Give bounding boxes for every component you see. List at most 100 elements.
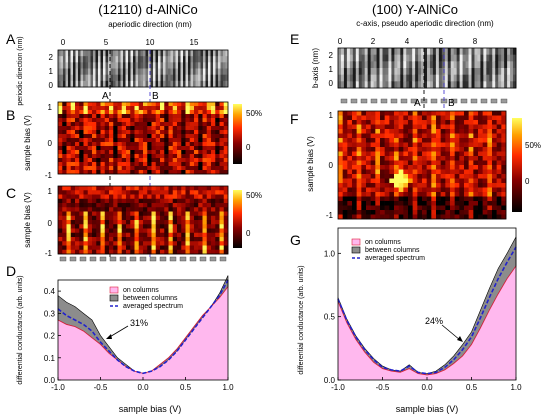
map-pixel bbox=[384, 205, 390, 211]
map-pixel bbox=[403, 165, 409, 170]
stm-pixel bbox=[429, 68, 434, 76]
map-pixel bbox=[104, 186, 110, 191]
stm-pixel bbox=[432, 48, 437, 56]
stm-pixel bbox=[412, 81, 416, 89]
map-pixel bbox=[66, 186, 72, 191]
map-pixel bbox=[104, 122, 110, 127]
stm-pixel bbox=[110, 50, 114, 57]
stm-pixel bbox=[343, 68, 348, 76]
map-pixel bbox=[198, 118, 203, 123]
map-pixel bbox=[100, 228, 106, 234]
map-pixel bbox=[172, 134, 178, 139]
map-pixel bbox=[206, 220, 212, 225]
map-pixel bbox=[83, 220, 89, 225]
stm-pixel bbox=[138, 74, 141, 82]
map-pixel bbox=[164, 154, 169, 159]
map-pixel bbox=[198, 126, 203, 131]
map-pixel bbox=[181, 134, 186, 139]
map-pixel bbox=[117, 224, 123, 229]
map-pixel bbox=[147, 170, 152, 175]
map-pixel bbox=[487, 151, 493, 157]
stm-pixel bbox=[123, 74, 126, 82]
map-pixel bbox=[459, 205, 465, 211]
map-pixel bbox=[79, 170, 84, 175]
map-pixel bbox=[87, 211, 93, 217]
map-pixel bbox=[445, 187, 451, 193]
map-pixel bbox=[126, 198, 131, 204]
map-pixel bbox=[426, 174, 432, 179]
map-pixel bbox=[134, 102, 140, 107]
map-pixel bbox=[189, 102, 195, 107]
map-pixel bbox=[83, 118, 89, 123]
stm-pixel bbox=[123, 50, 126, 57]
stm-pixel bbox=[183, 50, 186, 57]
stm-pixel bbox=[73, 68, 76, 76]
map-pixel bbox=[356, 111, 362, 116]
map-pixel bbox=[134, 166, 140, 171]
stm-pixel bbox=[346, 48, 351, 56]
stm-pixel bbox=[477, 81, 481, 89]
map-pixel bbox=[189, 198, 195, 204]
map-pixel bbox=[134, 186, 140, 191]
map-pixel bbox=[206, 170, 212, 175]
map-pixel bbox=[113, 154, 118, 159]
map-pixel bbox=[440, 196, 446, 202]
map-pixel bbox=[194, 126, 199, 131]
map-pixel bbox=[160, 207, 165, 212]
map-pixel bbox=[121, 211, 127, 217]
map-pixel bbox=[375, 124, 381, 130]
stm-pixel bbox=[483, 48, 487, 56]
map-pixel bbox=[83, 215, 89, 221]
map-pixel bbox=[172, 102, 178, 107]
stm-pixel bbox=[376, 81, 380, 89]
map-pixel bbox=[454, 124, 460, 130]
map-pixel bbox=[389, 169, 395, 175]
map-pixel bbox=[160, 211, 165, 217]
stm-pixel bbox=[175, 56, 179, 63]
map-pixel bbox=[468, 165, 474, 170]
map-pixel bbox=[113, 249, 118, 255]
map-pixel bbox=[134, 211, 140, 217]
stm-pixel bbox=[113, 56, 116, 63]
map-pixel bbox=[177, 102, 182, 107]
map-pixel bbox=[206, 245, 212, 251]
map-pixel bbox=[459, 174, 465, 179]
map-pixel bbox=[143, 166, 148, 171]
map-pixel bbox=[121, 245, 127, 251]
map-pixel bbox=[70, 203, 76, 208]
map-pixel bbox=[181, 203, 186, 208]
map-pixel bbox=[189, 190, 195, 195]
stm-pixel bbox=[429, 61, 434, 69]
stm-pixel bbox=[63, 74, 66, 82]
map-pixel bbox=[189, 118, 195, 123]
stm-pixel bbox=[145, 80, 149, 88]
stm-pixel bbox=[88, 62, 91, 69]
stm-pixel bbox=[100, 56, 104, 63]
map-pixel bbox=[58, 126, 63, 131]
map-pixel bbox=[454, 120, 460, 125]
stm-pixel bbox=[486, 68, 490, 76]
map-pixel bbox=[445, 142, 451, 148]
map-pixel bbox=[194, 232, 199, 238]
map-pixel bbox=[164, 106, 169, 111]
map-pixel bbox=[113, 228, 118, 234]
stm-pixel bbox=[58, 62, 61, 69]
map-pixel bbox=[164, 102, 169, 107]
stm-pixel bbox=[438, 54, 443, 62]
map-pixel bbox=[482, 196, 488, 202]
map-pixel bbox=[492, 214, 497, 220]
map-pixel bbox=[58, 118, 63, 123]
map-pixel bbox=[75, 245, 80, 251]
map-pixel bbox=[185, 142, 191, 147]
x-tick-label: 0.5 bbox=[466, 383, 478, 392]
map-pixel bbox=[454, 138, 460, 143]
map-pixel bbox=[223, 154, 229, 159]
stm-pixel bbox=[355, 54, 360, 62]
map-pixel bbox=[104, 134, 110, 139]
map-pixel bbox=[492, 129, 497, 134]
stm-pixel bbox=[170, 56, 174, 63]
stm-pixel bbox=[361, 68, 366, 76]
map-pixel bbox=[219, 207, 225, 212]
map-pixel bbox=[384, 147, 390, 152]
stm-pixel bbox=[391, 61, 395, 69]
